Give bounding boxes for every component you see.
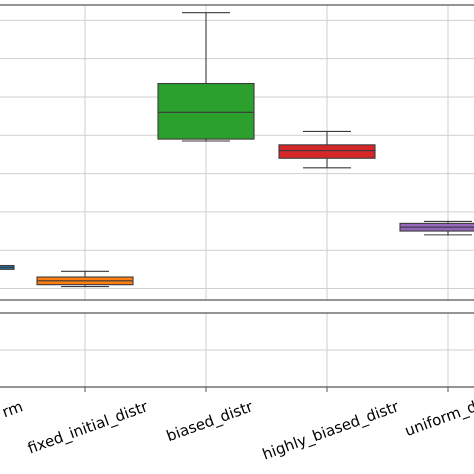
x-axis-ticks xyxy=(84,387,449,392)
lower-panel-grid xyxy=(0,313,474,387)
x-tick-label-highly_biased_distr: highly_biased_distr xyxy=(260,397,402,464)
x-tick-label-uniform_d: uniform_d xyxy=(402,397,474,441)
x-tick-label-biased_distr: biased_distr xyxy=(164,397,256,446)
box-highly_biased_distr xyxy=(278,144,376,159)
main-panel-grid xyxy=(0,5,474,300)
box-series xyxy=(0,12,474,288)
panel-frames xyxy=(0,4,474,388)
x-axis-tick-labels: rm fixed_initial_distr biased_distr highly_… xyxy=(0,397,474,464)
x-tick-label-uniform: rm xyxy=(0,397,25,421)
box-biased_distr xyxy=(157,82,255,140)
x-tick-label-fixed_initial_distr: fixed_initial_distr xyxy=(25,397,151,458)
